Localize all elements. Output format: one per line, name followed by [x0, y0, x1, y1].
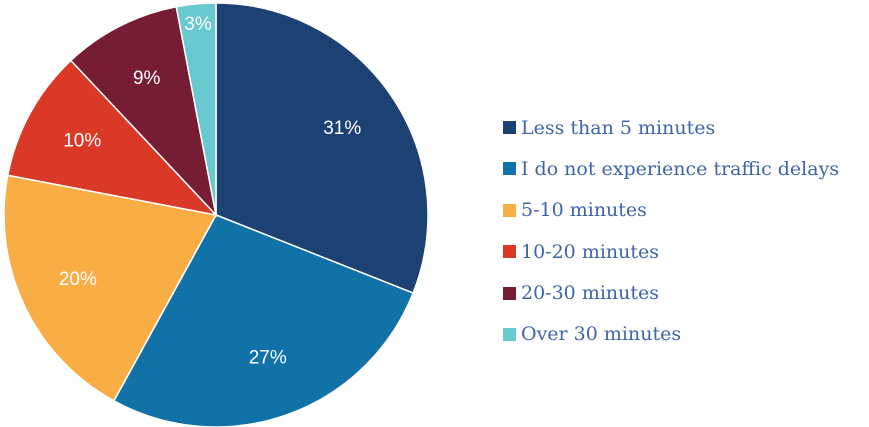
chart-legend: Less than 5 minutes I do not experience t… — [503, 114, 839, 362]
slice-value-label: 20% — [59, 269, 97, 290]
pie-slice-over-30-minutes — [175, 2, 217, 216]
pie-slice-less-than-5-minutes — [215, 2, 429, 295]
legend-swatch — [503, 286, 516, 300]
legend-label: Less than 5 minutes — [521, 116, 716, 139]
slice-value-label: 3% — [184, 14, 212, 35]
legend-label: 20-30 minutes — [521, 282, 660, 305]
legend-swatch — [503, 121, 516, 134]
legend-item: 5-10 minutes — [503, 197, 839, 224]
slice-value-label: 9% — [133, 68, 161, 89]
legend-label: I do not experience traffic delays — [521, 157, 840, 180]
slice-value-label: 27% — [249, 348, 287, 369]
slice-value-label: 31% — [323, 118, 361, 139]
pie-slice-i-do-not-experience-traffic-delays — [112, 214, 415, 427]
pie-slice-5-10-minutes — [3, 174, 218, 402]
legend-item: 10-20 minutes — [503, 238, 839, 265]
legend-item: I do not experience traffic delays — [503, 155, 839, 182]
legend-label: Over 30 minutes — [521, 323, 682, 346]
legend-label: 5-10 minutes — [521, 199, 647, 222]
legend-item: 20-30 minutes — [503, 280, 839, 307]
legend-item: Over 30 minutes — [503, 321, 839, 348]
pie-slice-10-20-minutes — [6, 59, 219, 217]
legend-swatch — [503, 162, 516, 176]
slice-value-label: 10% — [63, 130, 101, 151]
legend-swatch — [503, 203, 516, 217]
legend-label: 10-20 minutes — [521, 240, 660, 263]
legend-swatch — [503, 245, 516, 259]
pie-value-labels: 31% 27% 20% 10% 9% 3% — [59, 14, 361, 369]
pie-slice-20-30-minutes — [69, 5, 218, 218]
legend-item: Less than 5 minutes — [503, 114, 839, 141]
pie-slices — [3, 2, 429, 427]
legend-swatch — [503, 327, 516, 341]
pie-chart: 31% 27% 20% 10% 9% 3% — [3, 2, 429, 427]
